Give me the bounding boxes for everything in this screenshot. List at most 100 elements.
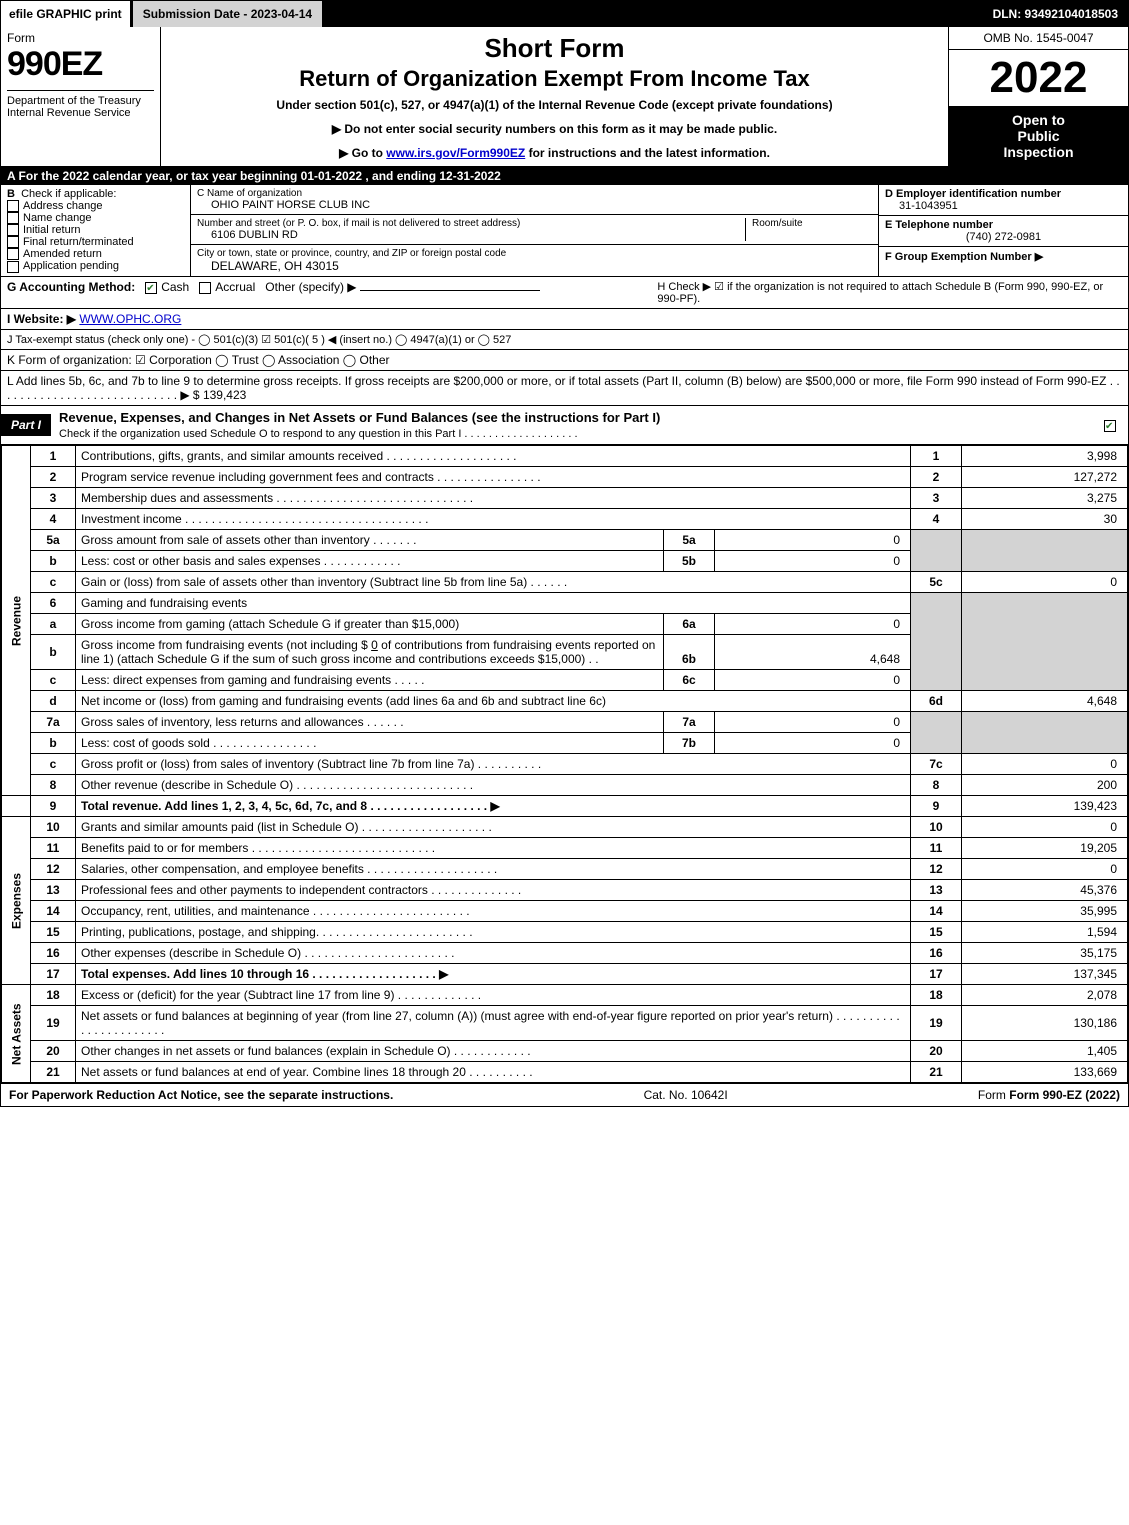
- l16-ref: 16: [911, 943, 962, 964]
- i-label: I Website: ▶: [7, 312, 76, 326]
- form-word: Form: [7, 31, 154, 45]
- l2-num: 2: [31, 467, 76, 488]
- l6c-num: c: [31, 670, 76, 691]
- expenses-label: Expenses: [2, 817, 31, 985]
- l7c-num: c: [31, 754, 76, 775]
- telephone-value: (740) 272-0981: [885, 231, 1122, 243]
- g-other-blank[interactable]: [360, 290, 540, 291]
- open-inspection-box: Open to Public Inspection: [949, 106, 1128, 166]
- l5a-num: 5a: [31, 530, 76, 551]
- l6a-num: a: [31, 614, 76, 635]
- l6-num: 6: [31, 593, 76, 614]
- cb-schedule-o[interactable]: [1104, 420, 1116, 432]
- l7b-subval: 0: [715, 733, 911, 754]
- l6-desc: Gaming and fundraising events: [76, 593, 911, 614]
- footer-right: Form Form 990-EZ (2022): [978, 1088, 1120, 1102]
- l-text: L Add lines 5b, 6c, and 7b to line 9 to …: [7, 374, 1120, 402]
- l1-desc: Contributions, gifts, grants, and simila…: [76, 446, 911, 467]
- l8-desc: Other revenue (describe in Schedule O) .…: [76, 775, 911, 796]
- l4-num: 4: [31, 509, 76, 530]
- l6d-num: d: [31, 691, 76, 712]
- l13-desc: Professional fees and other payments to …: [76, 880, 911, 901]
- l3-val: 3,275: [962, 488, 1128, 509]
- l10-desc: Grants and similar amounts paid (list in…: [76, 817, 911, 838]
- cb-accrual[interactable]: [199, 282, 211, 294]
- arrow-line-1: ▶ Do not enter social security numbers o…: [169, 122, 940, 136]
- b-item-5: Application pending: [23, 260, 119, 272]
- l17-val: 137,345: [962, 964, 1128, 985]
- section-k: K Form of organization: ☑ Corporation ◯ …: [1, 350, 1128, 371]
- form-number: 990EZ: [7, 45, 154, 84]
- l20-val: 1,405: [962, 1041, 1128, 1062]
- l18-num: 18: [31, 985, 76, 1006]
- l1-num: 1: [31, 446, 76, 467]
- cb-final-return[interactable]: [7, 236, 19, 248]
- l20-num: 20: [31, 1041, 76, 1062]
- l7c-desc: Gross profit or (loss) from sales of inv…: [76, 754, 911, 775]
- cb-initial-return[interactable]: [7, 224, 19, 236]
- l8-num: 8: [31, 775, 76, 796]
- l20-ref: 20: [911, 1041, 962, 1062]
- header-right: OMB No. 1545-0047 2022 Open to Public In…: [948, 27, 1128, 166]
- l9-num: 9: [31, 796, 76, 817]
- l18-val: 2,078: [962, 985, 1128, 1006]
- l7a-desc: Gross sales of inventory, less returns a…: [76, 712, 664, 733]
- part-i-checkbox-wrap: [1104, 418, 1128, 432]
- l4-ref: 4: [911, 509, 962, 530]
- header-mid: Short Form Return of Organization Exempt…: [161, 27, 948, 166]
- b-item-1: Name change: [23, 212, 92, 224]
- open-line1: Open to: [953, 112, 1124, 128]
- b-item-4: Amended return: [23, 248, 102, 260]
- l15-val: 1,594: [962, 922, 1128, 943]
- l6d-desc: Net income or (loss) from gaming and fun…: [76, 691, 911, 712]
- section-c: C Name of organization OHIO PAINT HORSE …: [191, 185, 878, 276]
- l21-desc: Net assets or fund balances at end of ye…: [76, 1062, 911, 1083]
- l5b-subref: 5b: [664, 551, 715, 572]
- l6c-subref: 6c: [664, 670, 715, 691]
- l12-desc: Salaries, other compensation, and employ…: [76, 859, 911, 880]
- dln-number: DLN: 93492104018503: [983, 1, 1128, 27]
- l5c-num: c: [31, 572, 76, 593]
- l6d-val: 4,648: [962, 691, 1128, 712]
- l6b-desc1: Gross income from fundraising events (no…: [81, 638, 371, 652]
- irs-link[interactable]: www.irs.gov/Form990EZ: [386, 146, 525, 160]
- l8-val: 200: [962, 775, 1128, 796]
- cb-application-pending[interactable]: [7, 261, 19, 273]
- grey-6: [911, 593, 962, 691]
- d-label: D Employer identification number: [885, 188, 1122, 200]
- part-i-label: Part I: [1, 414, 51, 436]
- l10-num: 10: [31, 817, 76, 838]
- l14-val: 35,995: [962, 901, 1128, 922]
- cb-address-change[interactable]: [7, 200, 19, 212]
- cb-cash[interactable]: [145, 282, 157, 294]
- sub-title: Under section 501(c), 527, or 4947(a)(1)…: [169, 98, 940, 112]
- l9-desc: Total revenue. Add lines 1, 2, 3, 4, 5c,…: [76, 796, 911, 817]
- l12-ref: 12: [911, 859, 962, 880]
- l21-ref: 21: [911, 1062, 962, 1083]
- part-i-title-text: Revenue, Expenses, and Changes in Net As…: [59, 410, 660, 425]
- footer-mid: Cat. No. 10642I: [644, 1088, 728, 1102]
- l6d-ref: 6d: [911, 691, 962, 712]
- room-suite-label: Room/suite: [745, 218, 872, 241]
- section-a: A For the 2022 calendar year, or tax yea…: [1, 167, 1128, 185]
- ein-value: 31-1043951: [885, 200, 1122, 212]
- l16-num: 16: [31, 943, 76, 964]
- return-title: Return of Organization Exempt From Incom…: [169, 66, 940, 92]
- open-line2: Public: [953, 128, 1124, 144]
- b-item-0: Address change: [23, 200, 103, 212]
- l7b-num: b: [31, 733, 76, 754]
- arrow2-post: for instructions and the latest informat…: [525, 146, 770, 160]
- cb-amended-return[interactable]: [7, 248, 19, 260]
- page-footer: For Paperwork Reduction Act Notice, see …: [1, 1083, 1128, 1106]
- website-link[interactable]: WWW.OPHC.ORG: [79, 312, 181, 326]
- l2-val: 127,272: [962, 467, 1128, 488]
- cb-name-change[interactable]: [7, 212, 19, 224]
- g-other: Other (specify) ▶: [265, 280, 356, 294]
- section-bcdef: B Check if applicable: Address change Na…: [1, 185, 1128, 277]
- l6a-desc: Gross income from gaming (attach Schedul…: [76, 614, 664, 635]
- l18-ref: 18: [911, 985, 962, 1006]
- tax-year: 2022: [949, 50, 1128, 106]
- l5a-subref: 5a: [664, 530, 715, 551]
- efile-print-label[interactable]: efile GRAPHIC print: [1, 1, 133, 27]
- g-cash: Cash: [161, 280, 189, 294]
